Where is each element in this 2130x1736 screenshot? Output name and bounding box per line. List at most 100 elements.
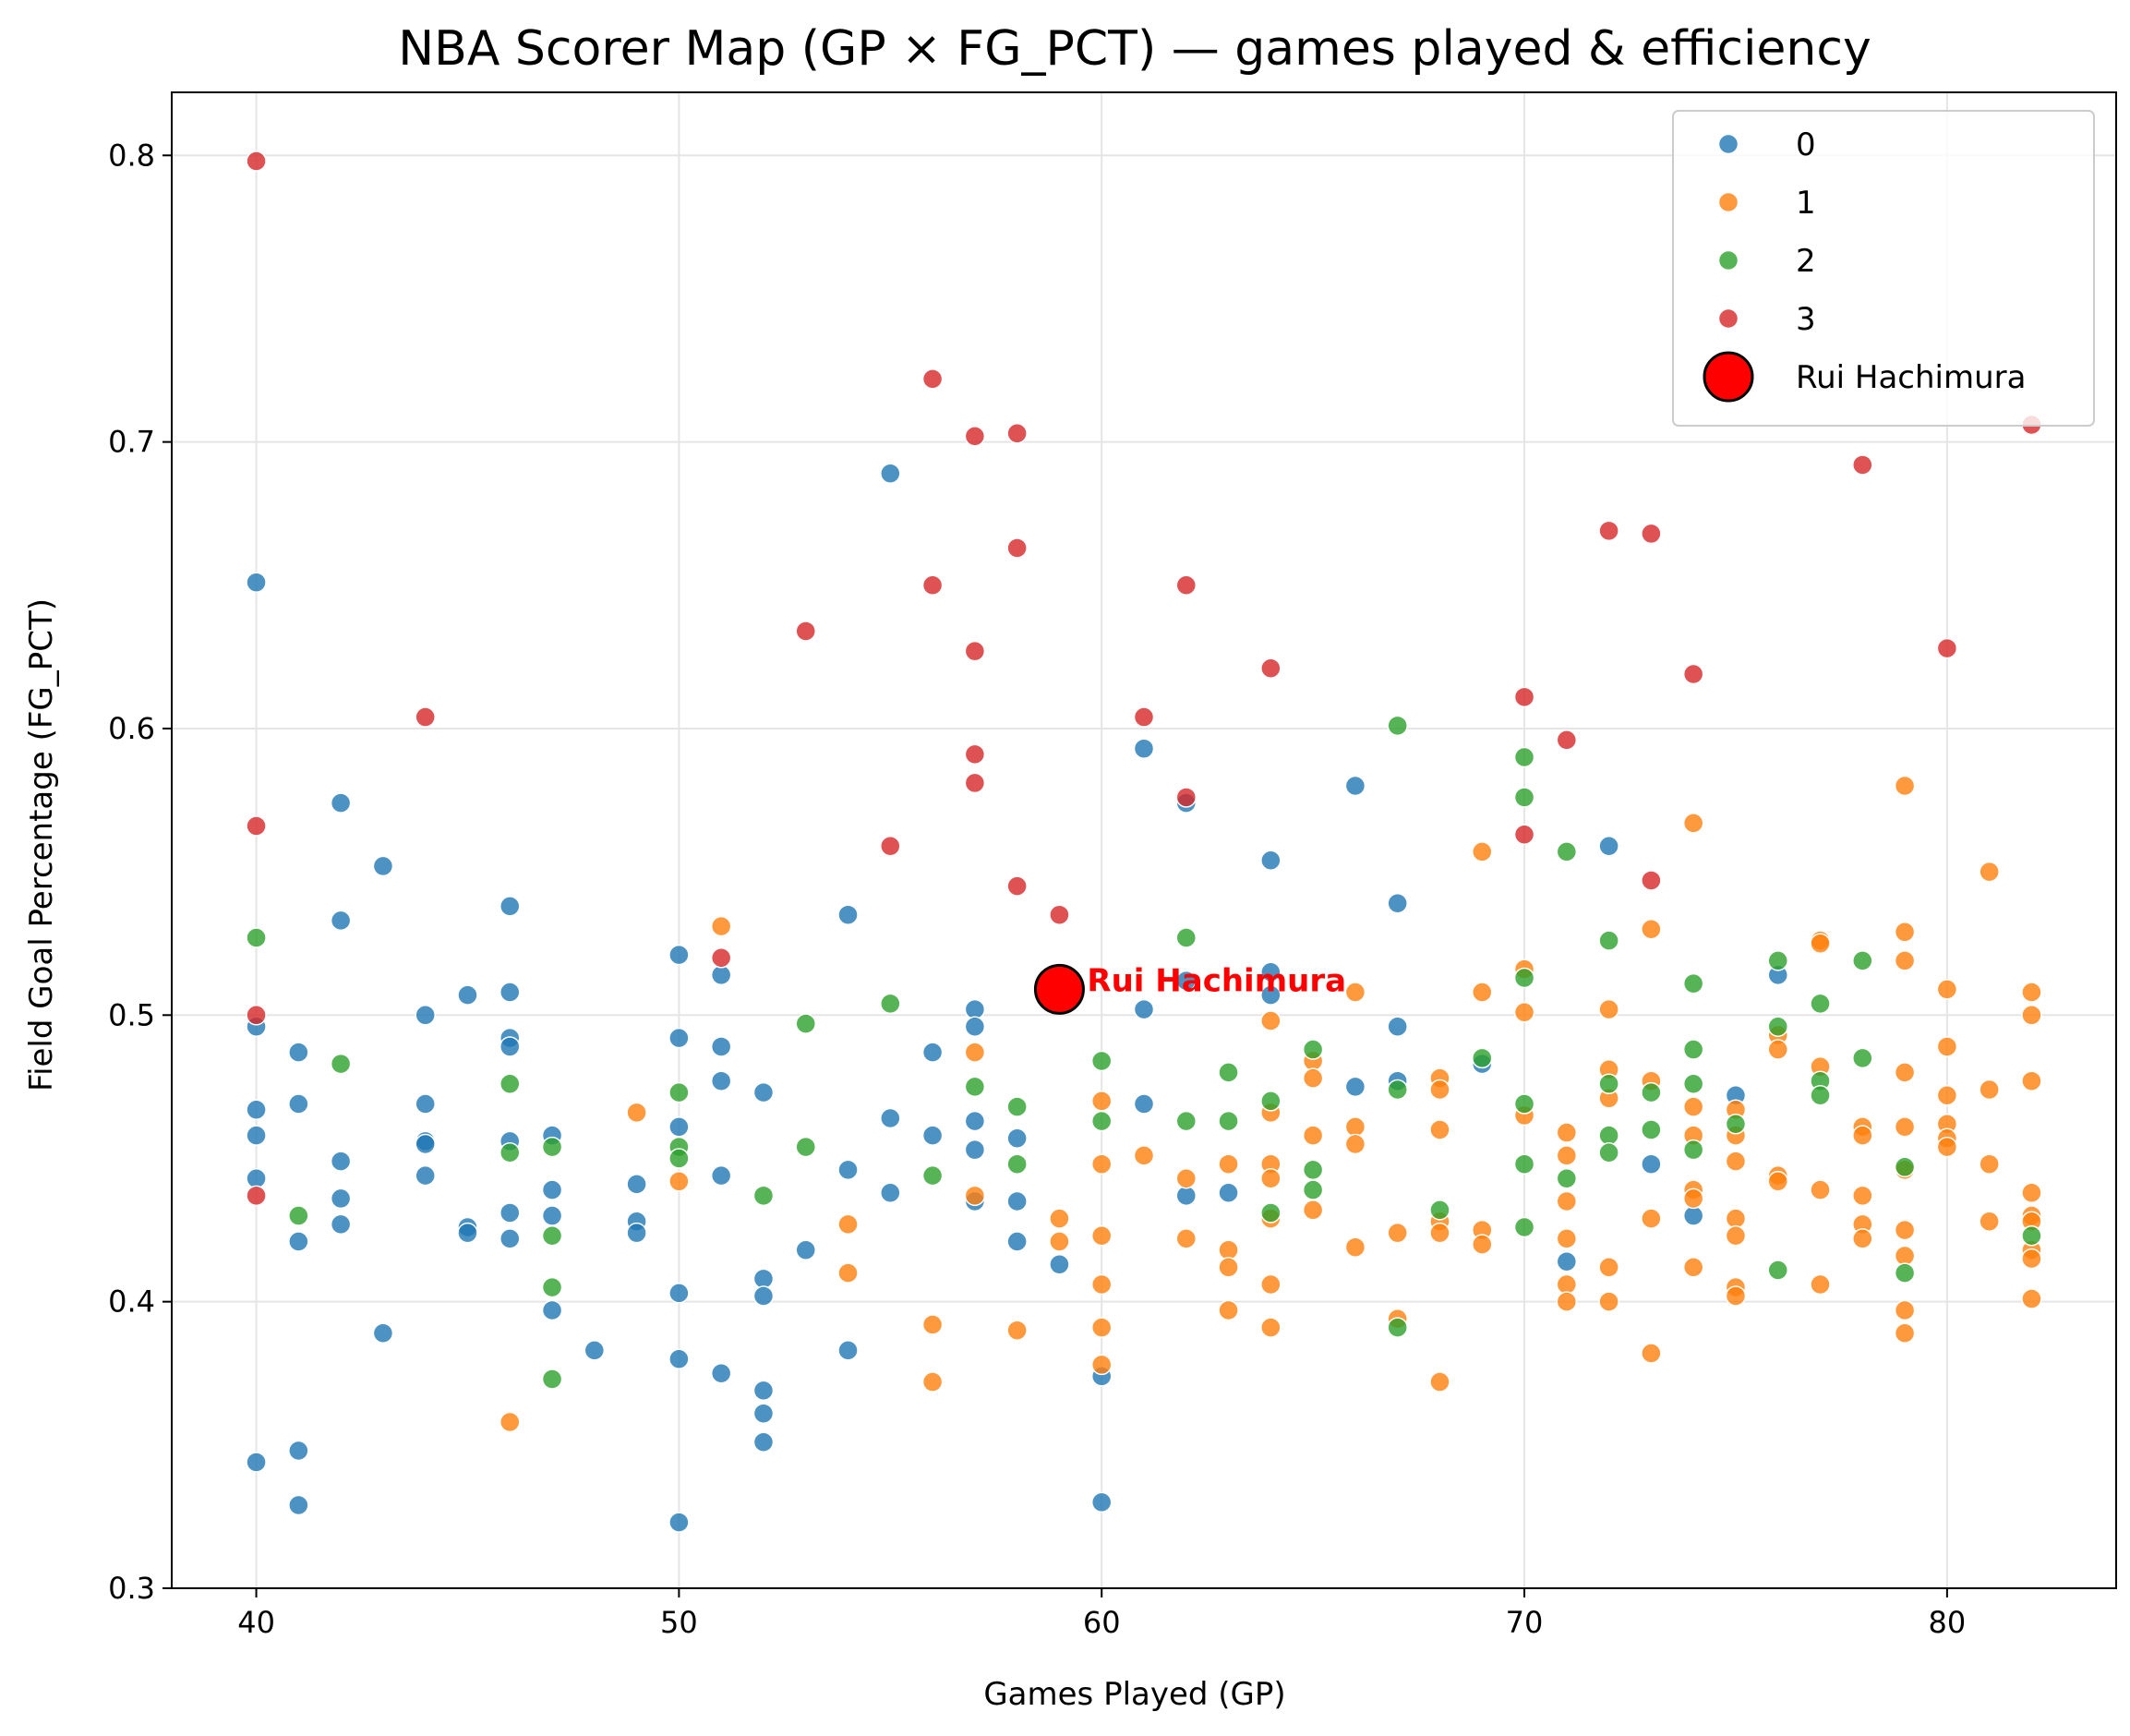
highlight-label: Rui Hachimura xyxy=(1087,962,1346,999)
data-point-series-0 xyxy=(1344,775,1366,797)
data-point-series-1 xyxy=(1598,998,1619,1020)
data-point-series-2 xyxy=(1810,1084,1831,1106)
data-point-series-0 xyxy=(330,1151,352,1172)
data-point-series-3 xyxy=(921,574,944,597)
data-point-series-2 xyxy=(1218,1062,1239,1083)
data-point-series-1 xyxy=(964,1042,986,1063)
data-point-series-2 xyxy=(1725,1113,1747,1135)
data-point-series-0 xyxy=(288,1231,309,1252)
data-point-series-1 xyxy=(1090,1225,1113,1247)
data-point-series-1 xyxy=(1641,1343,1662,1364)
data-point-series-0 xyxy=(837,1340,859,1361)
data-point-series-1 xyxy=(1556,1228,1578,1249)
data-point-series-0 xyxy=(1641,1153,1662,1175)
data-point-series-3 xyxy=(1175,787,1197,808)
data-point-series-0 xyxy=(330,792,352,814)
data-point-series-0 xyxy=(499,1202,521,1224)
data-point-series-0 xyxy=(246,1099,267,1120)
data-point-series-1 xyxy=(921,1314,944,1335)
data-point-series-1 xyxy=(1090,1317,1113,1338)
data-point-series-1 xyxy=(710,915,732,937)
data-point-series-2 xyxy=(1090,1110,1113,1132)
data-point-series-1 xyxy=(1175,1167,1197,1189)
data-point-series-0 xyxy=(372,855,394,877)
data-point-series-1 xyxy=(1810,1179,1831,1200)
data-point-series-1 xyxy=(1894,1322,1916,1344)
data-point-series-2 xyxy=(1767,1016,1788,1037)
data-point-series-1 xyxy=(1556,1145,1578,1166)
data-point-series-1 xyxy=(1979,861,2000,883)
data-point-series-0 xyxy=(1556,1250,1578,1272)
data-point-series-3 xyxy=(1175,574,1197,597)
data-point-series-2 xyxy=(1682,1039,1704,1060)
data-point-series-0 xyxy=(710,1070,732,1091)
data-point-series-2 xyxy=(541,1276,563,1298)
data-point-series-0 xyxy=(921,1042,944,1063)
data-point-series-1 xyxy=(1598,1291,1619,1312)
x-tick-label: 70 xyxy=(1506,1605,1544,1640)
data-point-series-0 xyxy=(752,1285,775,1307)
data-point-series-0 xyxy=(330,910,352,932)
legend-marker xyxy=(1717,249,1739,271)
data-point-series-0 xyxy=(964,1110,986,1132)
data-point-series-0 xyxy=(246,1125,267,1146)
y-tick-label: 0.8 xyxy=(108,138,155,173)
data-point-series-2 xyxy=(1513,787,1535,808)
data-point-series-3 xyxy=(415,706,436,728)
data-point-series-0 xyxy=(668,944,690,966)
data-point-series-1 xyxy=(1513,1001,1535,1023)
data-point-series-2 xyxy=(1598,1073,1619,1095)
data-point-series-3 xyxy=(1936,637,1958,659)
data-point-series-2 xyxy=(1260,1091,1282,1112)
data-point-series-0 xyxy=(288,1440,309,1462)
data-point-series-1 xyxy=(1556,1190,1578,1212)
data-point-series-0 xyxy=(668,1027,690,1049)
data-point-series-1 xyxy=(837,1213,859,1236)
data-point-series-1 xyxy=(1894,1219,1916,1241)
data-point-series-2 xyxy=(1852,950,1873,971)
data-point-series-1 xyxy=(1641,1208,1662,1229)
data-point-series-2 xyxy=(330,1053,352,1075)
data-point-series-2 xyxy=(1387,1079,1408,1101)
data-point-series-1 xyxy=(1725,1151,1747,1172)
data-point-series-1 xyxy=(1936,1136,1958,1158)
data-point-series-3 xyxy=(964,743,986,766)
data-point-series-3 xyxy=(1852,454,1873,476)
data-point-series-1 xyxy=(2021,1288,2042,1309)
data-points xyxy=(246,151,2042,1533)
data-point-series-1 xyxy=(1852,1125,1873,1146)
data-point-series-2 xyxy=(1006,1153,1028,1175)
y-axis-ticks: 0.3 0.4 0.5 0.6 0.7 0.8 xyxy=(108,138,172,1606)
data-point-series-3 xyxy=(964,772,986,794)
data-point-series-0 xyxy=(752,1380,775,1402)
data-point-series-0 xyxy=(1218,1182,1239,1203)
data-point-series-0 xyxy=(880,463,901,485)
data-point-series-0 xyxy=(288,1494,309,1516)
data-point-series-1 xyxy=(837,1262,859,1284)
data-point-series-0 xyxy=(330,1213,352,1236)
data-point-series-0 xyxy=(541,1299,563,1321)
data-point-series-1 xyxy=(1472,982,1493,1003)
legend-marker xyxy=(1703,351,1754,403)
data-point-series-3 xyxy=(1133,706,1155,728)
data-point-series-0 xyxy=(1387,893,1408,914)
x-tick-label: 50 xyxy=(660,1605,698,1640)
data-point-series-2 xyxy=(1387,1317,1408,1338)
data-point-series-1 xyxy=(1979,1211,2000,1233)
data-point-series-1 xyxy=(1682,1257,1704,1278)
data-point-series-1 xyxy=(1344,982,1366,1003)
data-point-series-1 xyxy=(1049,1231,1070,1252)
data-point-series-1 xyxy=(1598,1257,1619,1278)
legend-label: Rui Hachimura xyxy=(1796,359,2026,396)
data-point-series-1 xyxy=(1133,1145,1155,1166)
data-point-series-0 xyxy=(499,1036,521,1057)
data-point-series-1 xyxy=(1725,1225,1747,1247)
data-point-series-0 xyxy=(752,1403,775,1424)
data-point-series-2 xyxy=(1641,1119,1662,1140)
data-point-series-0 xyxy=(668,1512,690,1533)
data-point-series-3 xyxy=(710,946,732,969)
data-point-series-1 xyxy=(1556,1291,1578,1312)
data-point-series-2 xyxy=(964,1076,986,1098)
data-point-series-1 xyxy=(1387,1222,1408,1244)
data-point-series-0 xyxy=(1049,1254,1070,1275)
